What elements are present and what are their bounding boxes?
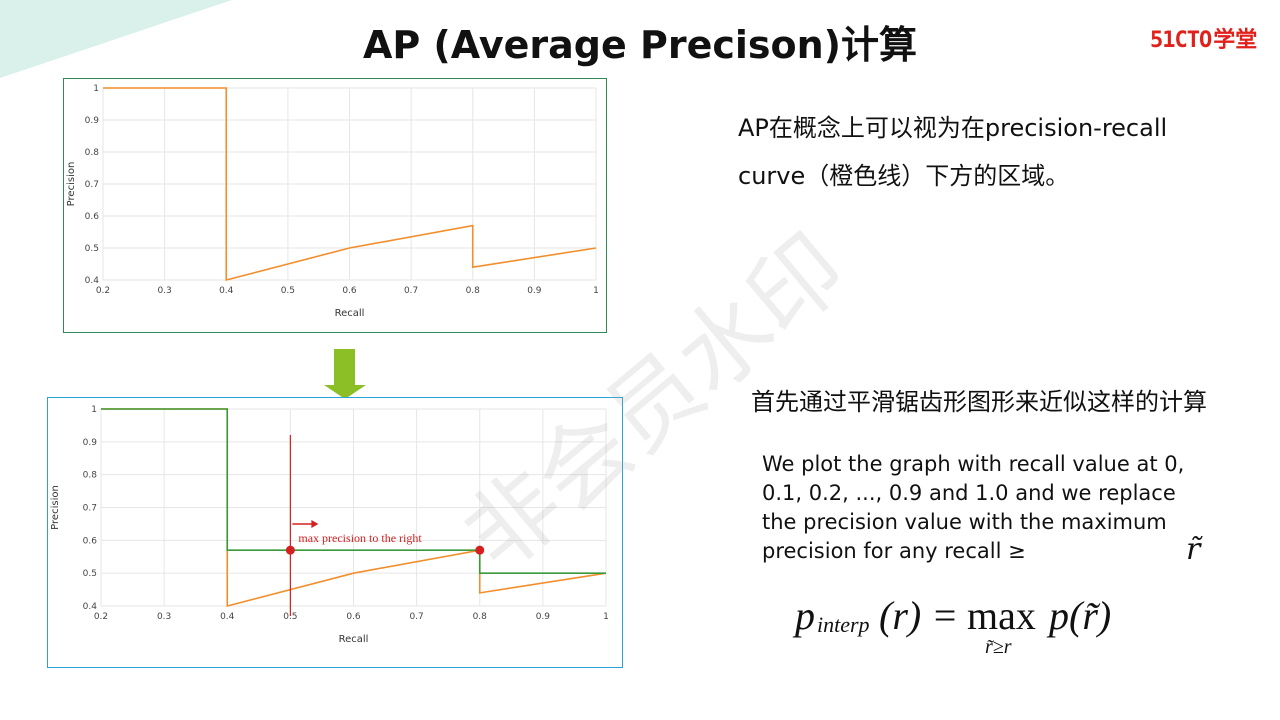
logo-text: 学堂 — [1213, 28, 1258, 53]
x-tick-label: 0.3 — [157, 286, 171, 296]
y-tick-label: 0.9 — [85, 116, 100, 126]
y-tick-label: 0.9 — [83, 438, 98, 448]
series-line-1 — [101, 408, 606, 574]
formula-lhs: (r) = — [879, 593, 969, 638]
y-axis-label: Precision — [66, 162, 77, 207]
smoothing-description: 首先通过平滑锯齿形图形来近似这样的计算 — [751, 388, 1207, 416]
y-tick-label: 0.5 — [85, 244, 99, 254]
data-point-1 — [475, 545, 485, 555]
y-tick-label: 1 — [91, 405, 97, 415]
r-tilde-symbol: r̃ — [1186, 532, 1201, 567]
arrow-down-icon — [324, 349, 366, 399]
x-tick-label: 0.4 — [220, 612, 235, 622]
y-axis-label: Precision — [50, 485, 61, 530]
x-tick-label: 0.5 — [283, 612, 297, 622]
x-tick-label: 0.6 — [342, 286, 357, 296]
x-tick-label: 0.7 — [404, 286, 418, 296]
y-tick-label: 0.4 — [83, 602, 98, 612]
formula-rhs: p(r̃) — [1049, 593, 1112, 638]
y-tick-label: 0.6 — [83, 536, 98, 546]
y-tick-label: 0.4 — [85, 276, 100, 286]
x-tick-label: 0.7 — [409, 612, 423, 622]
interpolation-formula: p interp (r) = max r̃≥r p(r̃) — [795, 592, 1155, 672]
x-tick-label: 0.4 — [219, 286, 234, 296]
x-tick-label: 0.8 — [473, 612, 488, 622]
x-tick-label: 0.3 — [157, 612, 171, 622]
x-tick-label: 0.9 — [536, 612, 551, 622]
corner-decoration — [0, 0, 232, 78]
formula-subscript: interp — [817, 612, 870, 637]
x-tick-label: 1 — [603, 612, 609, 622]
y-tick-label: 0.7 — [85, 180, 99, 190]
page-title: AP (Average Precison)计算 — [362, 23, 918, 67]
y-tick-label: 0.8 — [85, 148, 100, 158]
y-tick-label: 1 — [93, 84, 99, 94]
x-axis-label: Recall — [335, 308, 365, 319]
right-arrow-head-icon — [311, 520, 319, 528]
logo: 51CTO学堂 — [1150, 22, 1257, 54]
ap-description: AP在概念上可以视为在precision-recall curve（橙色线）下方… — [738, 104, 1228, 200]
x-tick-label: 0.2 — [96, 286, 110, 296]
x-tick-label: 0.8 — [466, 286, 481, 296]
y-tick-label: 0.7 — [83, 504, 97, 514]
x-tick-label: 1 — [593, 286, 599, 296]
y-tick-label: 0.6 — [85, 212, 100, 222]
x-tick-label: 0.9 — [527, 286, 542, 296]
y-tick-label: 0.8 — [83, 471, 98, 481]
pr-curve-chart: 0.2 0.3 0.4 0.5 0.6 0.7 0.8 0.9 1 0.4 0.5 0.6 0.7 0.8… — [63, 78, 607, 333]
formula-max-subscript: r̃≥r — [985, 636, 1012, 658]
x-tick-label: 0.6 — [346, 612, 361, 622]
smoothed-pr-chart: max precision to the right 0.2 0.3 0.4 0.5 0.… — [47, 397, 623, 668]
annotation-label: max precision to the right — [298, 531, 422, 545]
data-point-0 — [285, 545, 295, 555]
ap-description-line2: curve（橙色线）下方的区域。 — [738, 162, 1070, 190]
formula-max: max — [967, 593, 1036, 638]
interpolation-description: We plot the graph with recall value at 0… — [762, 452, 1185, 563]
x-tick-label: 0.2 — [94, 612, 108, 622]
x-tick-label: 0.5 — [281, 286, 295, 296]
x-axis-label: Recall — [339, 634, 369, 645]
formula-p: p — [795, 593, 815, 638]
series-line-0 — [103, 87, 597, 282]
y-tick-label: 0.5 — [83, 569, 97, 579]
ap-description-line1: AP在概念上可以视为在precision-recall — [738, 114, 1168, 142]
logo-number: 51CTO — [1150, 28, 1212, 53]
